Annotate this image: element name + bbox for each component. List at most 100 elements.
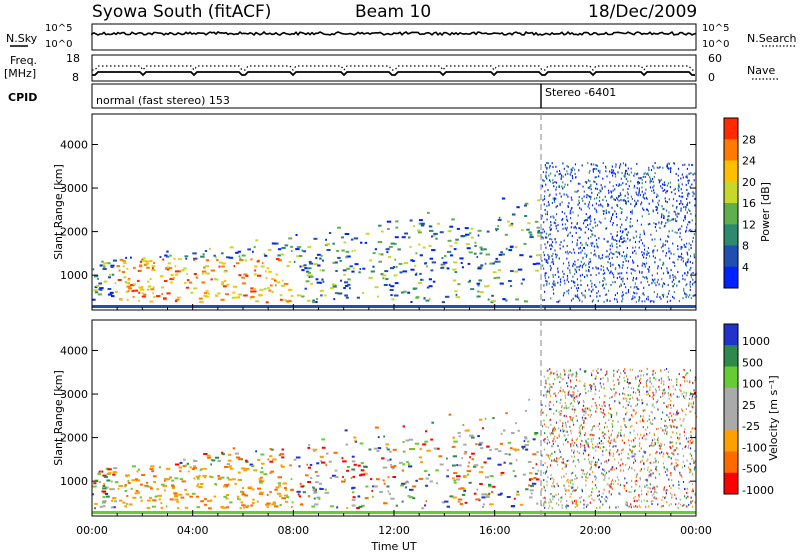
- rti-cell: [564, 173, 567, 176]
- rti-cell: [309, 274, 313, 277]
- rti-cell: [622, 280, 624, 283]
- rti-cell: [609, 485, 611, 488]
- rti-cell: [557, 267, 559, 270]
- rti-cell: [428, 278, 433, 281]
- rti-cell: [171, 479, 175, 482]
- rti-cell: [590, 466, 592, 469]
- rti-cell: [620, 428, 622, 431]
- rti-cell: [655, 378, 657, 381]
- rti-cell: [566, 506, 568, 509]
- rti-cell: [546, 213, 548, 216]
- rti-cell: [378, 253, 382, 256]
- rti-cell: [372, 252, 376, 255]
- rti-cell: [392, 266, 395, 268]
- rti-cell: [559, 169, 561, 172]
- rti-cell: [535, 463, 538, 466]
- rti-cell: [354, 439, 357, 442]
- rti-cell: [665, 209, 668, 212]
- rti-cell: [584, 180, 586, 183]
- rti-cell: [590, 387, 592, 390]
- rti-cell: [232, 447, 236, 450]
- rti-cell: [650, 169, 653, 171]
- rti-cell: [601, 186, 603, 189]
- rti-cell: [682, 376, 684, 378]
- rti-cell: [552, 275, 554, 278]
- rti-cell: [621, 208, 623, 211]
- rti-cell: [668, 504, 670, 507]
- rti-cell: [629, 382, 632, 385]
- rti-cell: [600, 411, 602, 414]
- rti-cell: [598, 404, 601, 407]
- rti-cell: [607, 269, 609, 272]
- x-tick-label: 04:00: [177, 524, 209, 537]
- rti-cell: [610, 265, 612, 268]
- rti-cell: [592, 434, 594, 437]
- rti-cell: [473, 492, 477, 495]
- rti-cell: [130, 487, 133, 490]
- rti-cell: [381, 230, 384, 233]
- rti-cell: [671, 479, 673, 482]
- rti-cell: [465, 243, 471, 246]
- rti-cell: [269, 460, 274, 463]
- rti-cell: [117, 487, 120, 490]
- rti-cell: [624, 175, 626, 178]
- rti-cell: [291, 501, 294, 504]
- rti-cell: [660, 267, 663, 270]
- rti-cell: [677, 174, 679, 177]
- rti-cell: [573, 489, 575, 492]
- rti-cell: [638, 385, 640, 388]
- rti-cell: [437, 222, 440, 225]
- rti-cell: [199, 300, 204, 303]
- rti-cell: [621, 295, 623, 298]
- rti-cell: [651, 238, 653, 241]
- rti-cell: [341, 249, 345, 252]
- rti-cell: [419, 448, 423, 451]
- rti-cell: [618, 400, 620, 403]
- rti-cell: [516, 206, 520, 209]
- rti-cell: [497, 493, 502, 496]
- rti-cell: [381, 457, 385, 460]
- rti-cell: [549, 228, 551, 231]
- rti-cell: [617, 478, 620, 481]
- rti-cell: [247, 486, 253, 489]
- rti-cell: [124, 505, 127, 508]
- rti-cell: [552, 428, 554, 431]
- rti-cell: [678, 185, 680, 187]
- rti-cell: [654, 372, 656, 375]
- rti-cell: [643, 252, 645, 255]
- rti-cell: [117, 279, 122, 281]
- rti-cell: [579, 246, 581, 249]
- rti-cell: [619, 253, 621, 256]
- rti-cell: [694, 273, 696, 276]
- rti-cell: [639, 393, 641, 396]
- rti-cell: [670, 171, 672, 173]
- rti-cell: [318, 482, 323, 485]
- rti-cell: [593, 456, 595, 459]
- rti-cell: [383, 482, 386, 485]
- rti-cell: [677, 412, 679, 415]
- rti-cell: [432, 280, 436, 283]
- rti-cell: [687, 446, 689, 449]
- rti-cell: [635, 483, 637, 486]
- rti-cell: [198, 486, 203, 489]
- rti-cell: [680, 247, 682, 250]
- rti-cell: [612, 445, 614, 448]
- rti-cell: [616, 204, 618, 206]
- rti-cell: [546, 466, 548, 469]
- rti-cell: [565, 404, 567, 407]
- rti-cell: [111, 273, 115, 276]
- rti-cell: [260, 480, 265, 483]
- rti-cell: [590, 197, 592, 200]
- rti-cell: [586, 471, 588, 474]
- rti-cell: [614, 393, 616, 395]
- rti-cell: [687, 271, 689, 274]
- rti-cell: [547, 439, 549, 441]
- rti-cell: [655, 465, 657, 468]
- rti-cell: [161, 293, 164, 295]
- rti-cell: [653, 191, 655, 194]
- rti-cell: [360, 241, 363, 244]
- rti-cell: [350, 476, 353, 479]
- rti-cell: [665, 222, 667, 225]
- rti-cell: [638, 384, 641, 387]
- rti-cell: [567, 376, 570, 379]
